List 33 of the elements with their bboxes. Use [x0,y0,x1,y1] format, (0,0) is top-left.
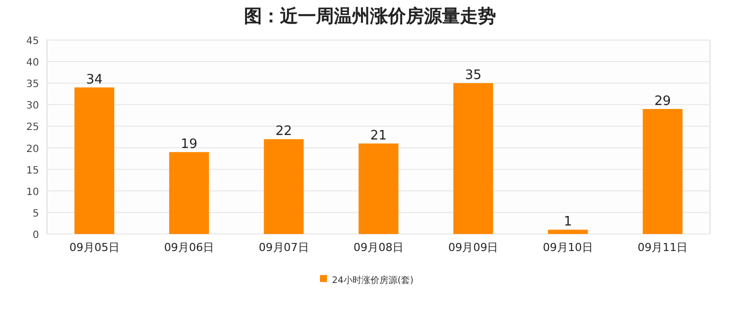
y-tick-label: 20 [26,144,39,155]
y-tick-label: 15 [26,165,39,176]
y-tick-label: 0 [32,230,39,241]
bar [74,87,114,234]
chart-title: 图：近一周温州涨价房源量走势 [244,6,496,27]
x-tick-label: 09月07日 [258,241,309,254]
bar [453,83,494,234]
x-tick-label: 09月08日 [354,241,404,254]
data-label: 35 [464,68,482,84]
y-tick-label: 10 [26,186,39,198]
x-tick-label: 09月10日 [542,241,593,254]
y-tick-label: 35 [26,79,39,90]
bar [169,152,209,234]
data-label: 29 [654,94,671,109]
bar [642,108,683,234]
x-tick-label: 09月05日 [69,241,120,254]
legend-label: 24小时涨价房源(套) [332,275,414,286]
data-label: 1 [564,214,572,230]
y-tick-label: 25 [26,122,39,134]
data-label: 19 [180,137,198,152]
x-tick-label: 09月09日 [448,241,498,254]
bar [548,230,588,234]
y-tick-label: 5 [32,208,39,220]
y-tick-label: 45 [26,36,39,47]
data-label: 34 [86,72,103,88]
x-tick-label: 09月06日 [164,241,214,254]
x-tick-label: 09月11日 [638,241,688,254]
bar [358,143,398,234]
bar [264,139,304,234]
y-tick-label: 40 [26,58,39,69]
y-tick-label: 30 [26,100,39,112]
data-label: 22 [276,124,292,140]
data-label: 21 [370,128,387,144]
